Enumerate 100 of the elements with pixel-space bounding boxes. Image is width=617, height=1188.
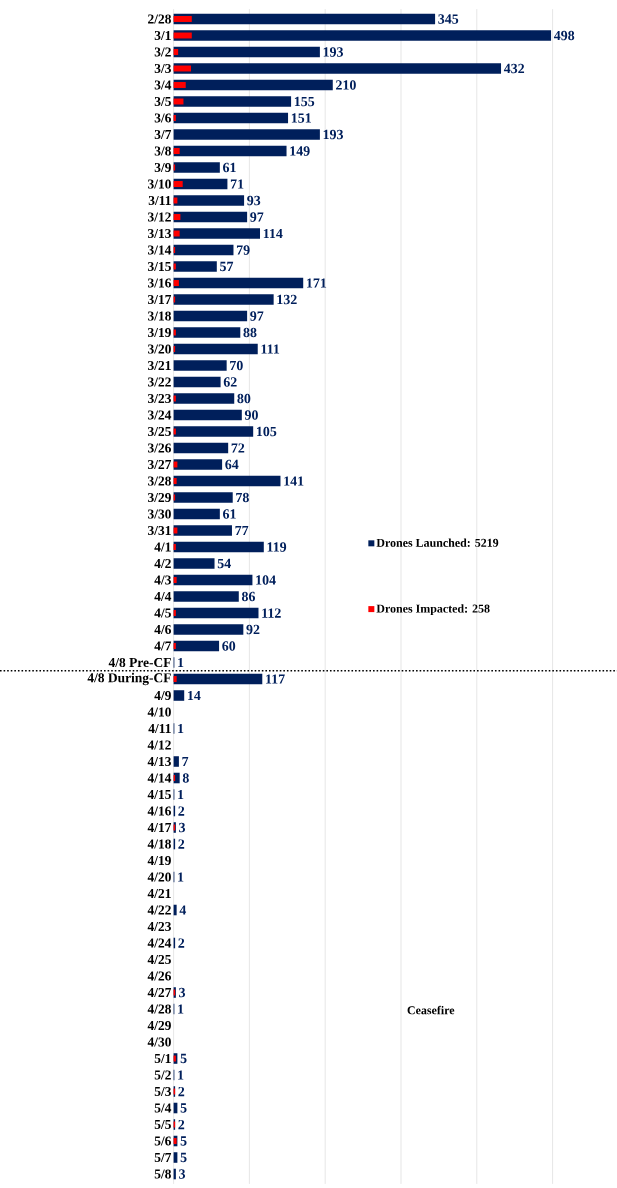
y-tick-label: 3/19	[147, 327, 171, 338]
y-tick-label: 4/26	[147, 971, 172, 981]
y-tick-label: 5/7	[154, 1153, 172, 1162]
y-tick-label: 4/21	[147, 888, 171, 899]
y-tick-label: 5/2	[154, 1070, 171, 1080]
y-tick-label: 3/13	[147, 228, 171, 239]
data-label: 1	[178, 723, 184, 734]
data-label: 2	[178, 1119, 185, 1130]
y-tick-label: 3/25	[147, 426, 171, 437]
y-tick-label: 4/1	[154, 542, 171, 552]
data-label: 171	[307, 278, 327, 288]
y-tick-label: 5/4	[154, 1103, 172, 1113]
y-tick-label: 4/14	[147, 773, 172, 783]
y-tick-label: 3/30	[147, 509, 171, 519]
data-label: 193	[323, 47, 344, 57]
data-label: 1	[178, 1004, 184, 1014]
data-label: 57	[220, 261, 234, 272]
data-label: 54	[217, 558, 231, 569]
y-tick-label: 3/20	[147, 344, 171, 354]
data-label: 3	[179, 1169, 186, 1179]
data-label: 7	[182, 756, 189, 767]
data-label: 104	[256, 575, 276, 585]
data-label: 5	[180, 1053, 187, 1064]
data-label: 114	[263, 228, 283, 239]
y-tick-label: 4/13	[147, 756, 171, 767]
y-tick-label: 3/17	[147, 294, 172, 305]
y-tick-label: 3/4	[154, 80, 172, 90]
y-tick-label: 3/29	[147, 492, 171, 503]
y-tick-label: 4/7	[154, 641, 172, 651]
y-tick-label: 3/27	[147, 459, 172, 470]
data-label: 432	[503, 63, 525, 74]
data-label: 105	[257, 426, 277, 437]
y-tick-label: 4/12	[147, 740, 171, 750]
y-tick-label: 4/8 During-CF	[87, 672, 171, 686]
y-tick-label: 3/2	[154, 47, 171, 57]
data-label: 5	[180, 1136, 187, 1146]
data-label: 8	[182, 773, 189, 783]
y-tick-label: 4/5	[154, 608, 171, 618]
y-tick-label: 4/17	[147, 823, 172, 833]
y-tick-label: 4/23	[147, 921, 171, 932]
y-tick-label: 4/20	[147, 872, 171, 882]
data-label: 498	[553, 30, 575, 41]
data-label: 2	[178, 806, 185, 816]
data-label: 60	[222, 641, 236, 651]
y-tick-label: 3/10	[147, 179, 171, 189]
y-tick-label: 3/28	[147, 476, 171, 486]
data-label: 88	[243, 327, 257, 338]
y-tick-label: 4/25	[147, 954, 171, 965]
y-tick-label: 4/18	[147, 839, 171, 849]
data-label: 1	[178, 1070, 184, 1080]
data-label: 193	[323, 129, 344, 140]
y-tick-label: 3/21	[147, 360, 171, 371]
y-tick-label: 3/5	[154, 96, 171, 107]
data-label: 61	[223, 162, 236, 173]
data-label: 70	[230, 360, 243, 371]
y-tick-label: 4/8 Pre-CF	[108, 657, 171, 668]
data-label: 3	[179, 822, 186, 833]
legend-label: Drones Impacted: 258	[376, 604, 490, 616]
y-tick-label: 5/8	[154, 1169, 171, 1179]
y-tick-label: 4/28	[147, 1004, 171, 1014]
y-tick-label: 4/24	[147, 938, 172, 948]
y-tick-label: 4/19	[147, 855, 171, 866]
y-tick-label: 3/15	[147, 261, 171, 272]
data-label: 14	[188, 690, 201, 701]
data-label: 90	[244, 410, 258, 420]
y-tick-label: 4/11	[148, 724, 171, 734]
data-label: 64	[225, 459, 239, 470]
y-tick-label: 3/12	[147, 212, 171, 222]
data-label: 112	[262, 608, 281, 618]
y-tick-label: 3/6	[154, 113, 172, 123]
y-tick-label: 3/26	[147, 443, 172, 453]
legend-label: Drones Launched: 5219	[376, 538, 499, 547]
y-tick-label: 3/24	[147, 410, 172, 420]
data-label: 149	[290, 146, 310, 156]
data-label: 62	[223, 377, 237, 387]
y-tick-label: 3/22	[147, 377, 171, 387]
y-tick-label: 3/31	[147, 525, 171, 536]
data-label: 155	[294, 96, 315, 107]
y-tick-label: 4/30	[147, 1037, 171, 1047]
y-tick-label: 4/15	[147, 790, 171, 800]
data-label: 77	[235, 525, 249, 536]
data-label: 345	[438, 14, 459, 24]
y-tick-label: 5/5	[154, 1120, 171, 1129]
data-label: 1	[178, 789, 184, 800]
y-tick-label: 4/22	[147, 905, 171, 915]
data-label: 97	[250, 311, 264, 321]
y-tick-label: 4/16	[147, 806, 172, 816]
y-tick-label: 4/2	[154, 558, 171, 569]
data-label: 2	[178, 839, 185, 849]
y-tick-label: 3/7	[154, 129, 172, 140]
y-tick-label: 4/3	[154, 575, 171, 585]
y-tick-label: 4/29	[147, 1020, 171, 1031]
data-label: 97	[250, 212, 264, 222]
y-tick-label: 3/18	[147, 311, 171, 321]
y-tick-label: 2/28	[148, 14, 171, 24]
y-tick-label: 5/3	[154, 1086, 171, 1097]
y-tick-label: 3/9	[154, 162, 171, 173]
y-tick-label: 4/10	[147, 707, 171, 717]
data-label: 3	[179, 987, 186, 998]
data-label: 79	[236, 245, 250, 255]
